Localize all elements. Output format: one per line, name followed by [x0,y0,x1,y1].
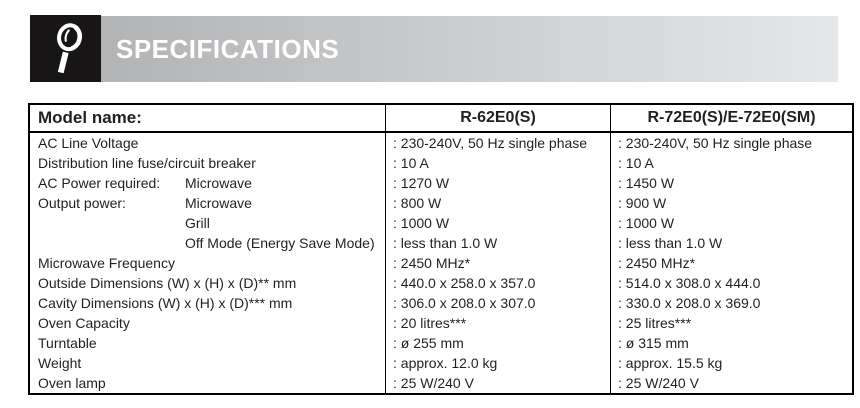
spec-value-r72e0: : 10 A [610,153,852,173]
spec-value-r62e0: : ø 255 mm [385,333,610,353]
spec-value-r62e0: : 20 litres*** [385,313,610,333]
spec-label: Output power: [38,195,126,211]
spec-value-r72e0: : approx. 15.5 kg [610,353,852,373]
column-header-r62e0: R-62E0(S) [385,105,610,131]
spec-sublabel: Microwave [185,175,252,191]
spec-value-r62e0: : 440.0 x 258.0 x 357.0 [385,273,610,293]
spec-label: Outside Dimensions (W) x (H) x (D)** mm [38,275,297,291]
spec-value-r62e0: : 25 W/240 V [385,373,610,393]
table-row: Oven Capacity : 20 litres***: 25 litres**… [30,313,852,333]
magnifier-icon-box [30,15,101,82]
spec-name-cell: Weight [30,353,385,373]
spec-name-cell: Output power: Microwave [30,193,385,213]
spec-name-cell: Cavity Dimensions (W) x (H) x (D)*** mm [30,293,385,313]
spec-value-r72e0: : ø 315 mm [610,333,852,353]
spec-value-r62e0: : 1000 W [385,213,610,233]
page-title: SPECIFICATIONS [116,34,340,64]
column-header-model-name: Model name: [38,108,142,127]
spec-value-r72e0: : 25 litres*** [610,313,852,333]
spec-label: Turntable [38,335,97,351]
spec-label: AC Line Voltage [38,135,139,151]
table-row: Weight : approx. 12.0 kg: approx. 15.5 kg [30,353,852,373]
spec-label: AC Power required: [38,175,161,191]
table-row: Off Mode (Energy Save Mode) : less than 1… [30,233,852,253]
spec-value-r62e0: : 800 W [385,193,610,213]
spec-label [30,213,185,233]
spec-value-r72e0: : 1450 W [610,173,852,193]
spec-sublabel: Microwave [185,195,252,211]
spec-value-r72e0: : 25 W/240 V [610,373,852,393]
table-row: AC Power required: Microwave : 1270 W: 145… [30,173,852,193]
table-row: Distribution line fuse/circuit breaker : … [30,153,852,173]
spec-sublabel: Off Mode (Energy Save Mode) [185,235,375,251]
spec-value-r72e0: : 1000 W [610,213,852,233]
column-header-r72e0: R-72E0(S)/E-72E0(SM) [610,105,852,131]
spec-label: Distribution line fuse/circuit breaker [38,155,256,171]
spec-name-cell: Outside Dimensions (W) x (H) x (D)** mm [30,273,385,293]
spec-value-r62e0: : 306.0 x 208.0 x 307.0 [385,293,610,313]
spec-value-r72e0: : less than 1.0 W [610,233,852,253]
table-row: Microwave Frequency : 2450 MHz*: 2450 MHz… [30,253,852,273]
spec-value-r72e0: : 2450 MHz* [610,253,852,273]
table-row: Outside Dimensions (W) x (H) x (D)** mm:… [30,273,852,293]
spec-name-cell: Oven lamp [30,373,385,393]
spec-label: Microwave Frequency [38,255,175,271]
spec-label: Cavity Dimensions (W) x (H) x (D)*** mm [38,295,293,311]
spec-label: Weight [38,355,82,371]
spec-name-cell: Oven Capacity [30,313,385,333]
spec-value-r62e0: : 2450 MHz* [385,253,610,273]
table-header-row: Model name: R-62E0(S) R-72E0(S)/E-72E0(S… [30,105,852,133]
spec-name-cell: AC Line Voltage [30,133,385,153]
spec-name-cell: Grill [30,213,385,233]
table-row: AC Line Voltage : 230-240V, 50 Hz single … [30,133,852,153]
spec-value-r72e0: : 230-240V, 50 Hz single phase [610,133,852,153]
table-row: Oven lamp : 25 W/240 V: 25 W/240 V [30,373,852,393]
spec-value-r62e0: : 1270 W [385,173,610,193]
section-banner: SPECIFICATIONS [101,16,838,82]
spec-value-r72e0: : 330.0 x 208.0 x 369.0 [610,293,852,313]
spec-value-r62e0: : less than 1.0 W [385,233,610,253]
spec-value-r72e0: : 900 W [610,193,852,213]
spec-value-r62e0: : approx. 12.0 kg [385,353,610,373]
table-row: Output power: Microwave : 800 W: 900 W [30,193,852,213]
table-body: AC Line Voltage : 230-240V, 50 Hz single … [30,133,852,393]
spec-label: Oven lamp [38,375,106,391]
specifications-table: Model name: R-62E0(S) R-72E0(S)/E-72E0(S… [28,103,854,395]
spec-value-r62e0: : 230-240V, 50 Hz single phase [385,133,610,153]
table-row: Grill : 1000 W: 1000 W [30,213,852,233]
spec-value-r62e0: : 10 A [385,153,610,173]
magnifier-icon [56,22,82,73]
spec-label: Oven Capacity [38,315,130,331]
spec-name-cell: Turntable [30,333,385,353]
table-row: Cavity Dimensions (W) x (H) x (D)*** mm:… [30,293,852,313]
table-row: Turntable : ø 255 mm: ø 315 mm [30,333,852,353]
spec-name-cell: Microwave Frequency [30,253,385,273]
spec-label [30,233,185,253]
spec-name-cell: Off Mode (Energy Save Mode) [30,233,385,253]
spec-value-r72e0: : 514.0 x 308.0 x 444.0 [610,273,852,293]
spec-sublabel: Grill [185,215,210,231]
spec-name-cell: AC Power required: Microwave [30,173,385,193]
spec-name-cell: Distribution line fuse/circuit breaker [30,153,385,173]
